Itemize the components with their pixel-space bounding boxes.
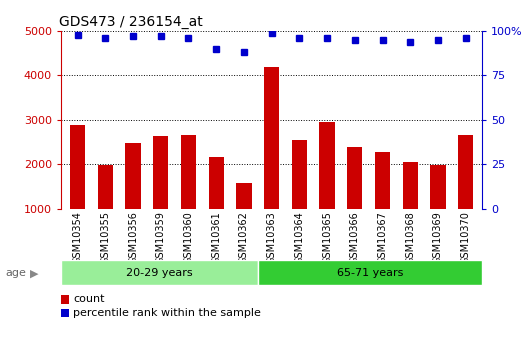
Text: ▶: ▶ <box>30 268 39 278</box>
Bar <box>61 260 258 285</box>
Bar <box>153 136 169 253</box>
Bar <box>209 157 224 253</box>
Text: GSM10356: GSM10356 <box>128 211 138 264</box>
Text: GSM10363: GSM10363 <box>267 211 277 264</box>
Bar <box>347 147 363 253</box>
Bar <box>430 165 446 253</box>
Bar <box>126 142 140 253</box>
Text: GSM10354: GSM10354 <box>73 211 83 264</box>
Text: GSM10366: GSM10366 <box>350 211 360 264</box>
Text: GSM10361: GSM10361 <box>211 211 221 264</box>
Text: GSM10369: GSM10369 <box>433 211 443 264</box>
Bar <box>292 140 307 253</box>
Text: GSM10362: GSM10362 <box>239 211 249 264</box>
Text: GSM10367: GSM10367 <box>377 211 387 264</box>
Text: GSM10365: GSM10365 <box>322 211 332 264</box>
Text: GSM10355: GSM10355 <box>100 211 110 264</box>
Bar <box>458 136 473 253</box>
Text: GSM10370: GSM10370 <box>461 211 471 264</box>
Bar <box>236 183 252 253</box>
Text: 65-71 years: 65-71 years <box>337 268 403 277</box>
Text: GSM10364: GSM10364 <box>294 211 304 264</box>
Bar <box>181 135 196 253</box>
Text: GSM10368: GSM10368 <box>405 211 415 264</box>
Bar <box>258 260 482 285</box>
Bar <box>403 162 418 253</box>
Text: GSM10360: GSM10360 <box>183 211 193 264</box>
Text: GSM10359: GSM10359 <box>156 211 166 264</box>
Bar <box>375 152 390 253</box>
Text: percentile rank within the sample: percentile rank within the sample <box>73 308 261 318</box>
Bar <box>70 125 85 253</box>
Text: 20-29 years: 20-29 years <box>126 268 192 277</box>
Bar <box>264 67 279 253</box>
Text: age: age <box>5 268 26 277</box>
Bar <box>98 165 113 253</box>
Text: GDS473 / 236154_at: GDS473 / 236154_at <box>59 14 202 29</box>
Text: count: count <box>73 295 104 304</box>
Bar <box>320 122 334 253</box>
